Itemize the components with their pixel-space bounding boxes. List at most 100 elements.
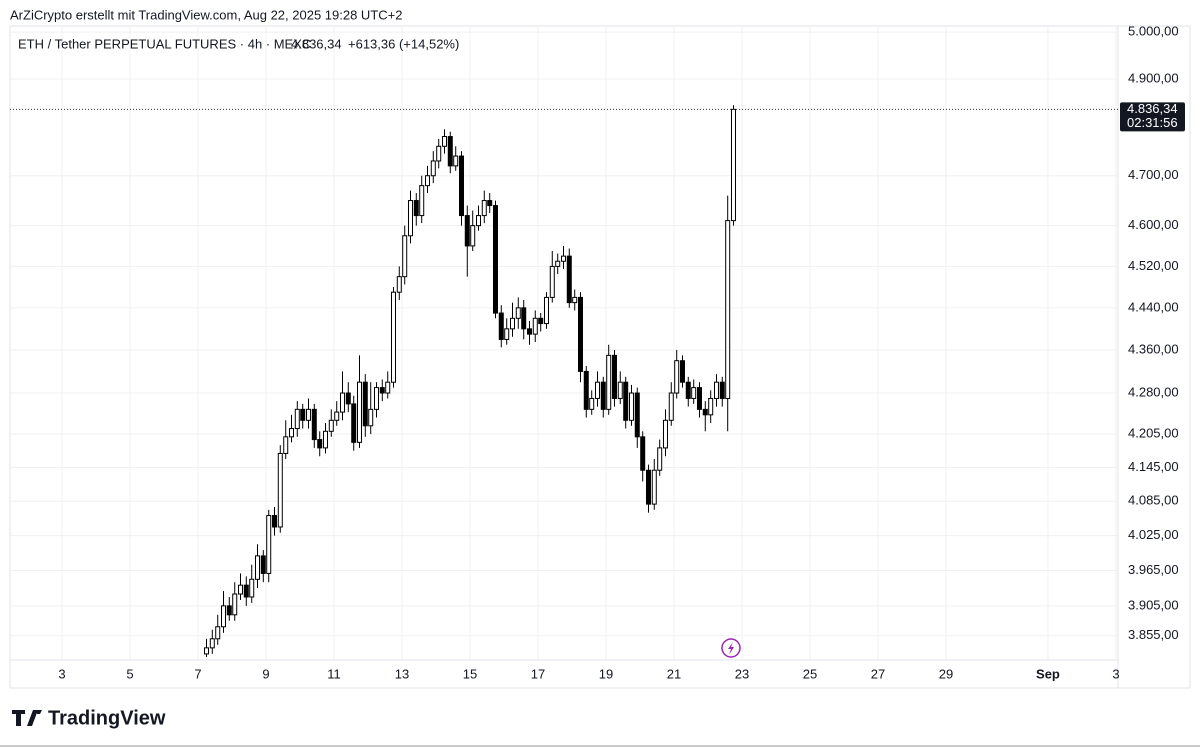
candle-body [294,408,300,430]
candle-body [617,381,623,399]
x-tick-label: 15 [463,666,477,681]
x-tick-label: 21 [667,666,681,681]
y-tick-label: 4.025,00 [1128,527,1179,542]
last-price-label: 4.836,34 [1127,101,1178,116]
candle-body [685,381,691,399]
candle-body [424,175,430,187]
logo: TradingView [12,707,166,729]
caption: ArZiCrypto erstellt mit TradingView.com,… [10,7,402,22]
candle-body [662,419,668,449]
candle-body [204,647,210,655]
candle-body [441,136,447,147]
candle-body [481,200,487,217]
x-tick-label: 11 [327,666,341,681]
candle-body [396,276,402,293]
symbol: ETH / Tether PERPETUAL FUTURES · 4h · ME… [18,36,311,51]
candle-body [572,296,578,304]
candle-body [515,307,521,319]
x-tick-label: 3 [58,666,65,681]
candle-body [600,381,606,410]
candle-body [317,439,323,449]
candle-body [238,584,244,595]
candle-body [340,392,346,413]
candle-body [589,397,595,410]
candle-body [538,317,544,325]
candle-body [583,370,589,410]
candle-body [357,381,363,443]
candle-body [226,605,232,616]
candle-body [708,397,714,416]
y-tick-label: 4.085,00 [1128,493,1179,508]
x-tick-label: Sep [1036,666,1060,681]
candle-body [345,392,351,405]
candle-body [464,215,470,247]
candle-body [266,515,272,574]
candle-body [634,392,640,438]
candle-body [283,436,289,454]
candle-body [209,638,215,649]
candle-body [719,381,725,399]
candle-body [509,317,515,330]
candle-body [407,200,413,237]
candle-body [521,307,527,330]
y-tick-label: 3.855,00 [1128,627,1179,642]
candle-body [249,578,255,598]
event-icon-bolt [728,642,734,655]
candle-body [328,419,334,432]
last-price-box [1120,102,1185,132]
candle-body [657,447,663,471]
y-tick-label: 4.360,00 [1128,341,1179,356]
logo-mark [12,710,42,726]
candle-body [232,593,238,616]
candle-body [323,430,329,449]
candle-body [289,428,295,438]
candle-body [306,408,312,421]
y-tick-label: 4.440,00 [1128,299,1179,314]
candle-body [374,387,380,410]
candle-body [311,408,317,441]
y-tick-label: 4.280,00 [1128,384,1179,399]
candle-body [526,328,532,335]
plot [10,105,1118,657]
x-tick-label: 29 [939,666,953,681]
chart-frame [9,25,1191,689]
candle-body [555,260,561,267]
candle-body [640,436,646,471]
y-tick-label: 3.965,00 [1128,562,1179,577]
y-tick-label: 4.205,00 [1128,425,1179,440]
candle-body [255,555,261,580]
candle-body [628,392,634,421]
candle-body [532,317,538,335]
candle-body [300,408,306,421]
y-tick-label: 5.000,00 [1128,24,1179,39]
candle-body [402,235,408,278]
y-tick-label: 4.700,00 [1128,167,1179,182]
candle-body [487,200,493,207]
x-tick-label: 19 [599,666,613,681]
candle-body [430,160,436,177]
candle-body [390,291,396,383]
grid [10,27,1118,660]
candle-body [447,136,453,167]
candle-body [577,296,583,372]
countdown: 02:31:56 [1127,115,1178,130]
candle-body [691,387,697,399]
candle-body [362,381,368,427]
candle-body [594,381,600,399]
candle-body [606,354,612,410]
y-tick-label: 4.145,00 [1128,459,1179,474]
candle-body [543,296,549,325]
x-tick-label: 9 [262,666,269,681]
candle-body [351,403,357,443]
x-tick-label: 17 [531,666,545,681]
candle-body [623,381,629,421]
candle-body [470,225,476,247]
candle-body [221,605,227,628]
candle-body [730,108,736,222]
candle-body [243,584,249,598]
candle-body [277,452,283,528]
candle-body [492,205,498,314]
price-text: 4.836,34 [291,36,342,51]
